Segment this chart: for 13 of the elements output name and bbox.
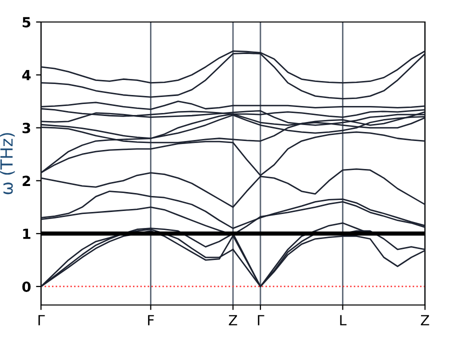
y-tick-label: 2 — [22, 176, 30, 186]
x-tick-label: Z — [228, 315, 238, 326]
x-tick-label: Γ — [258, 315, 264, 326]
y-tick-label: 3 — [22, 122, 30, 134]
x-tick-label: Γ — [38, 315, 45, 326]
y-axis-title: ω (THz) — [0, 133, 15, 194]
y-tick-label: 0 — [22, 281, 31, 292]
y-tick-label: 1 — [23, 228, 30, 239]
y-tick-label: 5 — [22, 17, 30, 28]
y-tick-label: 4 — [22, 70, 31, 80]
x-tick-label: Z — [420, 315, 430, 326]
x-tick-label: L — [340, 315, 347, 326]
x-tick-label: F — [148, 315, 154, 326]
